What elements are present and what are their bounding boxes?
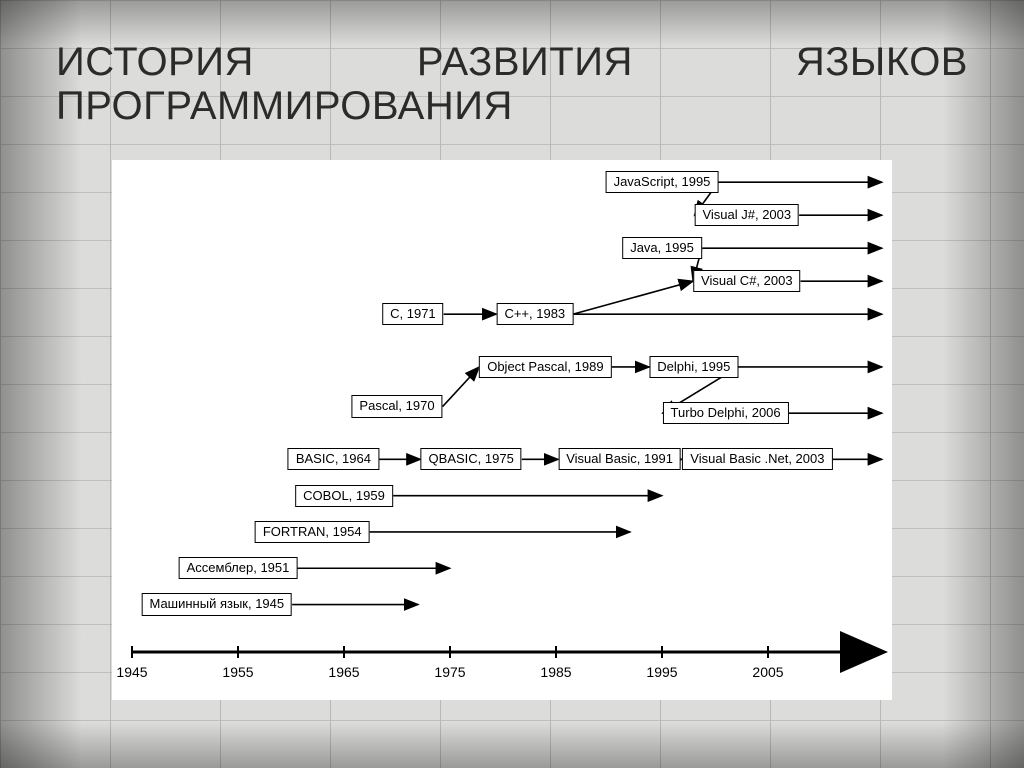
lang-node-js: JavaScript, 1995	[606, 171, 719, 193]
lang-node-java: Java, 1995	[622, 237, 702, 259]
lang-node-vbnet: Visual Basic .Net, 2003	[682, 448, 832, 470]
axis-tick-label: 2005	[752, 664, 783, 680]
axis-tick-label: 1985	[540, 664, 571, 680]
lang-node-delphi: Delphi, 1995	[649, 356, 738, 378]
lang-node-cobol: COBOL, 1959	[295, 485, 393, 507]
lang-node-basic: BASIC, 1964	[288, 448, 379, 470]
lang-node-opascal: Object Pascal, 1989	[479, 356, 611, 378]
title-line-1: ИСТОРИЯ РАЗВИТИЯ ЯЗЫКОВ	[56, 40, 968, 84]
lang-node-c: C, 1971	[382, 303, 444, 325]
chart-arrows-layer	[112, 160, 892, 700]
axis-tick-label: 1995	[646, 664, 677, 680]
axis-tick-label: 1975	[434, 664, 465, 680]
slide-background: ИСТОРИЯ РАЗВИТИЯ ЯЗЫКОВ ПРОГРАММИРОВАНИЯ…	[0, 0, 1024, 768]
axis-tick-label: 1965	[328, 664, 359, 680]
slide-title: ИСТОРИЯ РАЗВИТИЯ ЯЗЫКОВ ПРОГРАММИРОВАНИЯ	[56, 40, 968, 128]
axis-tick-label: 1945	[116, 664, 147, 680]
timeline-chart: 1945 1955 1965 1975 1985 1995 2005 JavaScript, …	[112, 160, 892, 700]
lang-node-pascal: Pascal, 1970	[351, 395, 442, 417]
axis-tick-label: 1955	[222, 664, 253, 680]
lang-node-cpp: C++, 1983	[496, 303, 573, 325]
lang-node-tdelphi: Turbo Delphi, 2006	[663, 402, 789, 424]
lang-node-vb: Visual Basic, 1991	[558, 448, 681, 470]
lang-node-vcs: Visual C#, 2003	[693, 270, 801, 292]
lang-node-fortran: FORTRAN, 1954	[255, 521, 370, 543]
lang-node-asm: Ассемблер, 1951	[179, 557, 298, 579]
lang-node-ml: Машинный язык, 1945	[141, 593, 292, 615]
lang-node-vjs: Visual J#, 2003	[694, 204, 799, 226]
title-line-2: ПРОГРАММИРОВАНИЯ	[56, 84, 513, 128]
lang-node-qbasic: QBASIC, 1975	[421, 448, 522, 470]
